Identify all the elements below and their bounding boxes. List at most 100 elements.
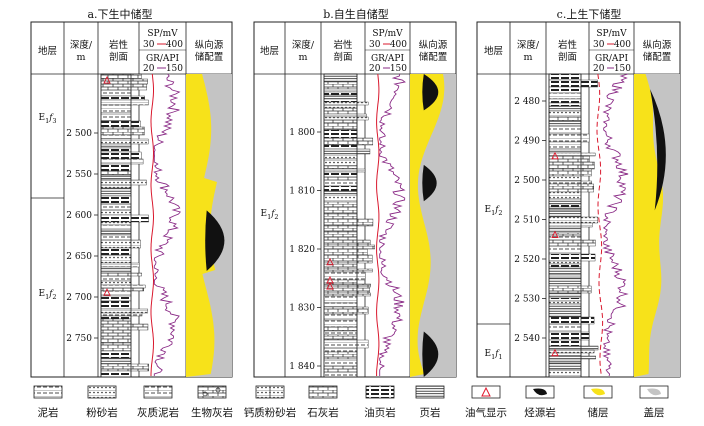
litho-bed (100, 234, 132, 241)
legend-item-calc-siltstone: 钙质粉砂岩 (244, 385, 296, 419)
litho-bed (100, 350, 132, 359)
litho-bed (100, 104, 132, 114)
litho-bed (323, 218, 374, 227)
litho-bed (323, 306, 369, 315)
header-config-2: 储配置 (643, 51, 672, 63)
header-depth: 深度/ (70, 39, 93, 51)
litho-bed (548, 263, 582, 268)
litho-bed (323, 81, 358, 90)
litho-bed (100, 158, 144, 165)
litho-bed (548, 358, 582, 364)
litho-bed (323, 239, 371, 246)
legend-label: 页岩 (420, 406, 441, 419)
legend-swatch (197, 385, 227, 399)
legend-swatch (365, 385, 395, 399)
litho-bed (100, 134, 132, 140)
strata-label: E1f2 (484, 205, 502, 217)
litho-bed (100, 120, 141, 128)
header-config: 纵向源 (195, 39, 224, 51)
litho-column (323, 73, 358, 378)
litho-bed (323, 185, 358, 192)
legend-label: 烃源岩 (524, 406, 556, 419)
legend-swatch (143, 385, 173, 399)
legend-label: 储层 (588, 406, 609, 419)
litho-bed (100, 323, 149, 331)
litho-bed (548, 86, 582, 94)
litho-bed (548, 98, 582, 104)
litho-bed (323, 94, 358, 100)
litho-bed (548, 105, 582, 112)
litho-bed (100, 254, 132, 264)
header-strata: 地层 (260, 45, 279, 57)
litho-bed (548, 168, 592, 177)
legend-item-oil-shale: 油页岩 (364, 385, 396, 419)
litho-bed (100, 229, 132, 236)
litho-bed (100, 95, 145, 101)
litho-bed (548, 222, 593, 228)
litho-column (548, 73, 582, 378)
litho-bed (100, 329, 132, 337)
litho-bed (323, 144, 358, 150)
litho-bed (548, 198, 582, 205)
header-config: 纵向源 (419, 39, 448, 51)
litho-bed (323, 190, 358, 195)
litho-bed (548, 274, 582, 279)
litho-bed (548, 161, 595, 170)
litho-bed (323, 268, 373, 273)
legend-label: 粉砂岩 (86, 406, 118, 419)
sp-min: 30 (593, 40, 605, 50)
litho-bed (548, 148, 582, 154)
legend-label: 油气显示 (465, 406, 507, 419)
legend-item-limestone: 石灰岩 (307, 385, 339, 419)
litho-bed (100, 163, 132, 172)
litho-bed (323, 73, 358, 83)
litho-bed (323, 213, 358, 220)
litho-bed (100, 138, 149, 145)
depth-label: 1 810 (289, 187, 315, 197)
litho-bed (100, 195, 132, 205)
litho-bed (100, 209, 132, 216)
depth-label: 2 500 (66, 129, 92, 139)
gr-min: 20 (593, 64, 605, 74)
litho-bed (100, 170, 132, 176)
legend-item-shale: 页岩 (415, 385, 445, 419)
legend-item-source-rock: 烃源岩 (524, 385, 556, 419)
litho-bed (548, 116, 582, 122)
litho-bed (100, 224, 132, 231)
sp-min: 30 (369, 40, 381, 50)
litho-bed (323, 113, 367, 118)
gr-max: 150 (390, 64, 407, 74)
litho-bed (323, 371, 358, 378)
gr-max: 150 (166, 64, 183, 74)
gr-max: 150 (614, 64, 631, 74)
header-gr: GR/API (146, 54, 180, 64)
litho-bed (100, 370, 132, 378)
litho-bed (323, 319, 358, 328)
legend-swatch (308, 385, 338, 399)
panel-title: b.自生自储型 (323, 7, 389, 21)
litho-bed (548, 73, 582, 81)
panel-title: c.上生下储型 (557, 7, 622, 21)
litho-bed (100, 315, 132, 320)
depth-label: 2 490 (514, 137, 540, 147)
depth-label: 2 530 (514, 295, 540, 305)
litho-bed (548, 226, 582, 234)
litho-bed (100, 318, 132, 325)
litho-bed (100, 221, 132, 226)
source-rock-fill (422, 331, 439, 377)
oil-show-mark (551, 151, 559, 160)
litho-bed (548, 110, 582, 118)
oil-show-mark (326, 282, 334, 290)
litho-bed (323, 286, 370, 294)
litho-bed (323, 236, 358, 241)
litho-bed (323, 148, 371, 155)
litho-bed (548, 102, 582, 107)
litho-bed (100, 99, 149, 106)
legend-item-reservoir: 储层 (583, 385, 613, 419)
litho-bed (548, 239, 596, 247)
header-litho-2: 剖面 (109, 51, 128, 63)
litho-bed (323, 330, 358, 336)
litho-bed (100, 275, 132, 282)
